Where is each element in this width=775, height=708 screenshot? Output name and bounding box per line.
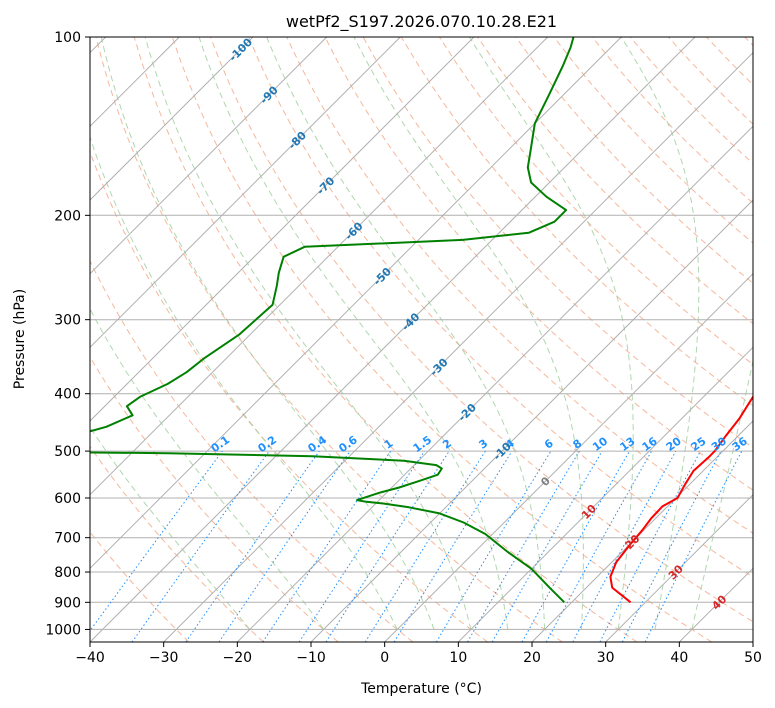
moist-adiabat [198,37,509,630]
dry-adiabat [90,150,488,642]
moist-adiabat [469,37,634,630]
axes-layer: −40 −30 −20 −10 0 10 20 30 40 50 1000 900 800 700 600 5… [45,30,762,666]
mixing-ratio-label: 0.6 [336,433,360,455]
mixing-ratio-label: 2 [440,437,454,452]
dewpoint-profile-line [90,37,575,604]
moist-adiabat [90,426,251,630]
isotherm-line [236,125,753,642]
plot-frame [89,36,754,643]
mixing-ratio-line [298,450,425,642]
isotherm-line [678,567,753,642]
dry-adiabat [95,37,563,642]
dry-adiabat [210,37,753,623]
moist-adiabat [90,308,324,630]
moist-adiabat [144,37,472,630]
x-tick-label: 50 [744,650,762,666]
isotherm-line [384,272,753,642]
y-tick-label: 200 [54,208,81,224]
mixing-ratio-label: 0.1 [209,433,232,455]
dry-adiabat [591,37,753,204]
x-tick-label: −40 [75,650,105,666]
isotherm-line [752,641,753,642]
x-tick-label: −10 [296,650,326,666]
y-tick-label: 700 [54,531,81,547]
x-tick-label: −30 [149,650,179,666]
isotherm-line [90,37,328,275]
mixing-ratio-line [218,450,351,642]
dry-adiabat [90,259,414,642]
dry-adiabat [668,37,753,125]
isotherm-line [90,37,254,201]
y-tick-label: 1000 [45,622,81,638]
x-tick-label: 0 [380,650,389,666]
moist-adiabat [100,37,435,630]
mixing-ratio-line [90,450,223,632]
dry-adiabat [553,37,753,244]
isotherm-line [90,37,549,496]
y-tick-label: 400 [54,387,81,403]
background-grid-layer [90,37,753,642]
mixing-ratio-line [644,450,743,642]
dry-adiabat [90,445,264,642]
dry-adiabat [171,37,712,642]
mixing-ratio-line [325,450,450,642]
y-tick-label: 600 [54,491,81,507]
isotherm-line [90,37,622,570]
isotherm-label: -50 [371,265,394,288]
isotherm-line [310,199,753,642]
dry-adiabat [515,37,753,284]
y-axis-title: Pressure (hPa) [12,289,28,389]
mixing-ratio-line [262,450,392,642]
isotherm-line [90,37,401,349]
dry-adiabat [90,356,339,642]
moist-adiabat [620,37,700,630]
isotherm-line [531,420,753,642]
mixing-ratio-line [131,450,270,642]
mixing-ratio-label: 0.4 [306,433,330,455]
mixing-ratio-line [572,450,677,642]
moist-adiabat [691,358,753,630]
temperature-profile-line [609,394,753,604]
chart-title: wetPf2_S197.2026.070.10.28.E21 [286,12,557,32]
profile-layer [90,37,753,604]
mixing-ratio-label: 1.5 [411,433,434,455]
x-axis-title: Temperature (°C) [360,681,482,697]
mixing-ratio-label: 3 [477,437,491,452]
dry-adiabat [133,37,638,642]
moist-adiabat [266,37,546,630]
moist-adiabat [90,135,398,630]
y-tick-label: 800 [54,565,81,581]
dry-adiabat [90,531,190,642]
isotherm-line [90,37,696,642]
dry-adiabat [324,37,753,491]
isotherm-label: -100 [226,35,255,64]
dry-adiabat [706,37,753,86]
x-tick-label: −20 [223,650,253,666]
isotherm-label: -80 [286,129,309,152]
mixing-ratio-line [599,450,701,642]
dry-adiabat [248,37,753,578]
x-tick-label: 40 [670,650,688,666]
mixing-ratio-line [545,450,653,642]
x-tick-label: 30 [597,650,615,666]
x-tick-label: 20 [523,650,541,666]
isotherm-line [605,493,753,642]
isotherm-line [457,346,753,642]
dry-adiabat [286,37,753,534]
mixing-ratio-line [393,450,513,642]
isotherm-line [163,51,753,642]
y-tick-label: 300 [54,313,81,329]
isotherm-line [90,37,475,422]
mixing-ratio-line [521,450,630,642]
moist-adiabat [353,37,584,630]
mixing-ratio-label: 6 [542,437,556,452]
y-tick-label: 100 [54,30,81,46]
x-tick-label: 10 [449,650,467,666]
dry-adiabat [744,37,753,47]
y-tick-label: 500 [54,444,81,460]
y-tick-label: 900 [54,595,81,611]
mixing-ratio-line [185,450,320,642]
mixing-ratio-line [435,450,552,642]
